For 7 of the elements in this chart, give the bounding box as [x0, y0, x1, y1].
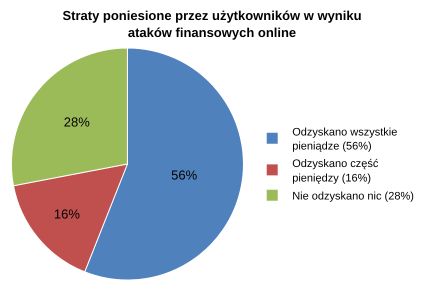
- legend-label: Odzyskano część pieniędzy (16%): [292, 158, 379, 184]
- data-label: 28%: [64, 114, 90, 130]
- data-label: 16%: [54, 206, 80, 222]
- legend-label: Nie odzyskano nic (28%): [292, 190, 414, 202]
- chart-title: Straty poniesione przez użytkowników w wyniku ataków finansowych online: [62, 8, 362, 40]
- data-label: 56%: [171, 167, 198, 182]
- legend-label: Odzyskano wszystkie pieniądze (56%): [292, 126, 398, 153]
